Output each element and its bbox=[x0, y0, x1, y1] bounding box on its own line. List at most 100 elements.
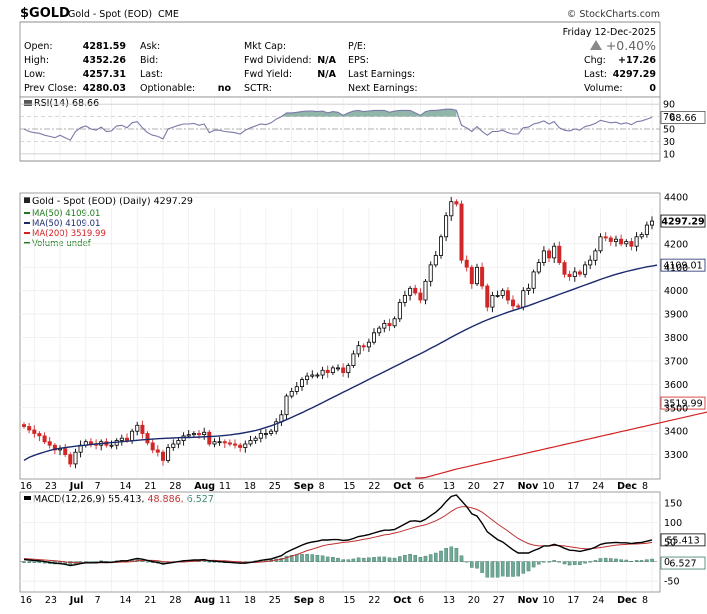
candle-body bbox=[335, 367, 340, 370]
x-axis-label-top: 25 bbox=[269, 481, 281, 492]
candle-body bbox=[639, 234, 644, 238]
candle-body bbox=[402, 294, 407, 303]
ma200-value-box bbox=[660, 396, 706, 410]
macd-histogram-bar bbox=[593, 560, 598, 562]
candle-body bbox=[526, 287, 531, 291]
candle-body bbox=[176, 440, 181, 445]
macd-histogram-bar bbox=[284, 555, 289, 562]
candle-body bbox=[428, 264, 433, 282]
sctr-label: SCTR: bbox=[244, 83, 272, 94]
exchange-label: CME bbox=[158, 9, 179, 20]
macd-histogram-bar bbox=[475, 561, 479, 569]
x-axis-label-bottom: Oct bbox=[393, 595, 412, 606]
candle-body bbox=[310, 374, 315, 377]
candle-body bbox=[438, 236, 443, 256]
x-axis-label-top: Dec bbox=[617, 481, 637, 492]
x-axis-label-top: 13 bbox=[443, 481, 455, 492]
macd-histogram-bar bbox=[500, 561, 505, 577]
macd-histogram-bar bbox=[372, 557, 376, 562]
macd-current-label: 55.413 bbox=[666, 535, 699, 546]
macd-histogram-bar bbox=[325, 556, 330, 562]
macd-histogram-bar bbox=[562, 561, 567, 565]
ma50-value-box bbox=[660, 258, 706, 272]
candle-body bbox=[315, 374, 320, 377]
axis-labels: 9070503010440042004100400039003800370036… bbox=[20, 100, 688, 606]
macd-histogram-bar bbox=[377, 556, 382, 562]
macd-histogram-bar bbox=[305, 554, 309, 562]
candle-body bbox=[217, 441, 222, 444]
macd-histogram-bar bbox=[506, 561, 510, 577]
candle-body bbox=[47, 441, 52, 446]
x-axis-label-bottom: Nov bbox=[518, 595, 539, 606]
candle-body bbox=[227, 442, 232, 445]
price-tick-label: 3400 bbox=[664, 427, 688, 438]
macd-tick-label: 100 bbox=[664, 518, 682, 529]
prev-close-label: Prev Close: bbox=[24, 83, 77, 94]
macd-histogram-bar bbox=[434, 552, 438, 562]
price-tick-label: 4200 bbox=[664, 239, 688, 250]
price-title: Gold - Spot (EOD) (Daily) 4297.29 bbox=[32, 196, 193, 207]
macd-histogram-bar bbox=[341, 559, 346, 562]
macd-histogram-bar bbox=[78, 561, 83, 563]
up-triangle-icon bbox=[590, 40, 602, 50]
candle-body bbox=[377, 327, 382, 334]
candle-body bbox=[248, 440, 253, 445]
candle-body bbox=[418, 292, 423, 301]
candle-body bbox=[629, 241, 634, 247]
macd-histogram-bar bbox=[382, 556, 387, 562]
candle-body bbox=[130, 430, 135, 442]
candle-body bbox=[238, 444, 243, 448]
x-axis-label-top: 17 bbox=[567, 481, 579, 492]
x-axis-label-top: 24 bbox=[592, 481, 604, 492]
price-tick-label: 4100 bbox=[664, 263, 688, 274]
macd-histogram-bar bbox=[516, 561, 520, 577]
candle-body bbox=[155, 449, 160, 453]
macd-histogram-bar bbox=[511, 561, 515, 577]
rsi-current-label: 68.66 bbox=[669, 113, 696, 124]
price-legend-entry: MA(50) 4109.01 bbox=[32, 219, 100, 229]
x-axis-label-top: 14 bbox=[120, 481, 132, 492]
eps-label: EPS: bbox=[348, 55, 369, 66]
candle-body bbox=[351, 353, 356, 366]
mktcap-label: Mkt Cap: bbox=[244, 41, 286, 52]
rsi-tick-label: 90 bbox=[663, 100, 675, 111]
candle-body bbox=[166, 447, 171, 461]
open-value: 4281.59 bbox=[83, 41, 126, 52]
candle-body bbox=[516, 305, 521, 308]
macd-histogram-bar bbox=[320, 555, 325, 562]
candle-body bbox=[433, 255, 438, 266]
rsi-line bbox=[23, 108, 653, 141]
candle-body bbox=[222, 441, 227, 444]
macd-histogram-bar bbox=[557, 561, 562, 563]
x-axis-label-bottom: 14 bbox=[120, 595, 132, 606]
candle-body bbox=[109, 444, 114, 447]
macd-histogram-bar bbox=[603, 557, 608, 562]
x-axis-label-top: 8 bbox=[642, 481, 648, 492]
macd-histogram-bar bbox=[639, 560, 644, 562]
low-value: 4257.31 bbox=[83, 69, 126, 80]
candle-body bbox=[305, 375, 310, 381]
candle-body bbox=[42, 435, 47, 443]
x-axis-label-bottom: 7 bbox=[95, 595, 101, 606]
fwd-yield-label: Fwd Yield: bbox=[244, 69, 292, 80]
symbol-title: $GOLD bbox=[20, 6, 70, 21]
candle-body bbox=[650, 220, 655, 226]
candle-body bbox=[608, 237, 613, 242]
candle-body bbox=[577, 271, 582, 275]
candle-body bbox=[464, 259, 469, 268]
last-price-box bbox=[660, 214, 706, 228]
candle-body bbox=[243, 443, 248, 448]
macd-hist-current-label: 6.527 bbox=[669, 559, 696, 570]
macd-histogram-bar bbox=[32, 561, 37, 563]
candle-body bbox=[356, 345, 361, 355]
candle-body bbox=[382, 322, 387, 329]
macd-histogram-bar bbox=[634, 560, 639, 562]
macd-histogram-bar bbox=[27, 561, 32, 563]
ma50-value-label: 4109.01 bbox=[663, 261, 702, 272]
price-tick-label: 3300 bbox=[664, 450, 688, 461]
macd-histogram-bar bbox=[315, 555, 320, 562]
candle-body bbox=[88, 441, 93, 445]
candle-body bbox=[68, 454, 73, 465]
candle-body bbox=[73, 451, 78, 465]
macd-histogram-bar bbox=[408, 554, 412, 562]
